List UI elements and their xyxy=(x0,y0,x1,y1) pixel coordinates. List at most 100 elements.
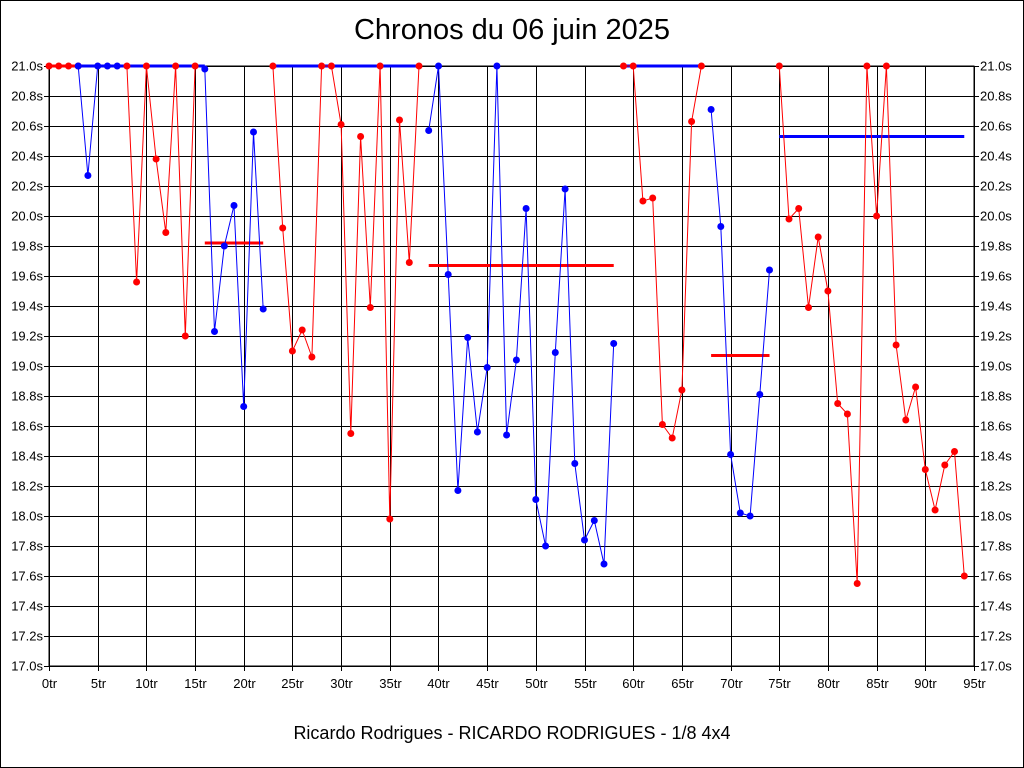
data-point xyxy=(668,434,676,442)
data-point xyxy=(211,328,218,335)
data-point xyxy=(113,62,121,70)
data-point xyxy=(473,428,481,436)
y-tick-label: 21.0s xyxy=(11,59,43,74)
y-tick-label: 17.6s xyxy=(11,569,43,584)
data-point xyxy=(571,460,579,467)
data-point xyxy=(902,416,910,424)
data-point xyxy=(269,62,277,70)
y-tick-label: 19.2s xyxy=(11,329,43,344)
x-tick-label: 60tr xyxy=(622,676,645,691)
data-point xyxy=(376,62,384,70)
data-point xyxy=(658,421,666,428)
data-point xyxy=(142,62,150,70)
data-point xyxy=(814,233,822,241)
series-line xyxy=(77,65,118,176)
data-point xyxy=(464,334,472,341)
data-point xyxy=(892,341,900,349)
data-point xyxy=(610,340,618,347)
data-point xyxy=(279,224,287,232)
series-line xyxy=(204,68,264,407)
x-tick-label: 50tr xyxy=(525,676,548,691)
x-tick-label: 45tr xyxy=(476,676,499,691)
x-tick-label: 85tr xyxy=(866,676,889,691)
data-point xyxy=(707,106,715,113)
y-tick-label: 17.6s xyxy=(980,569,1012,584)
x-tick-label: 95tr xyxy=(963,676,986,691)
y-tick-label: 19.8s xyxy=(980,239,1012,254)
y-tick-label: 18.6s xyxy=(11,419,43,434)
data-point xyxy=(308,353,316,361)
data-point xyxy=(717,223,725,230)
data-point xyxy=(181,332,189,340)
data-point xyxy=(74,62,82,70)
data-point xyxy=(337,121,345,128)
data-point xyxy=(542,542,550,550)
data-point xyxy=(639,197,647,205)
y-tick-label: 17.0s xyxy=(980,659,1012,674)
data-point xyxy=(454,487,462,494)
y-tick-label: 21.0s xyxy=(980,59,1012,74)
data-point xyxy=(756,391,764,398)
y-tick-label: 17.0s xyxy=(11,659,43,674)
data-point xyxy=(834,400,842,407)
x-tick-label: 35tr xyxy=(379,676,402,691)
chart-footer: Ricardo Rodrigues - RICARDO RODRIGUES - … xyxy=(293,723,731,743)
x-tick-label: 25tr xyxy=(281,676,304,691)
y-tick-label: 17.8s xyxy=(980,539,1012,554)
x-tick-label: 65tr xyxy=(671,676,694,691)
x-tick-label: 75tr xyxy=(768,676,791,691)
data-point xyxy=(863,62,871,70)
y-tick-label: 18.4s xyxy=(11,449,43,464)
series-line xyxy=(710,109,770,517)
data-point xyxy=(960,572,968,580)
y-tick-label: 19.0s xyxy=(980,359,1012,374)
data-point xyxy=(288,347,296,355)
data-point xyxy=(65,62,72,70)
x-axis: 0tr 5tr 10tr 15tr 20tr 25tr 30tr 35tr 40tr 45tr 50… xyxy=(42,676,986,691)
y-tick-label: 19.4s xyxy=(980,299,1012,314)
data-point xyxy=(678,386,686,394)
y-tick-label: 20.0s xyxy=(980,209,1012,224)
x-tick-label: 90tr xyxy=(914,676,937,691)
data-point xyxy=(84,172,92,179)
data-point xyxy=(941,461,949,469)
data-point xyxy=(620,62,627,70)
series-line xyxy=(778,65,965,584)
data-point xyxy=(581,536,588,544)
data-point xyxy=(688,118,696,125)
y-tick-label: 20.8s xyxy=(11,89,43,104)
data-point xyxy=(172,62,180,70)
data-point xyxy=(103,62,111,70)
y-tick-label: 17.4s xyxy=(11,599,43,614)
x-tick-label: 40tr xyxy=(427,676,450,691)
data-point xyxy=(435,62,442,70)
x-tick-label: 30tr xyxy=(330,676,353,691)
y-tick-label: 20.2s xyxy=(980,179,1012,194)
data-point xyxy=(503,431,511,439)
data-point xyxy=(240,403,248,410)
y-tick-label: 20.8s xyxy=(980,89,1012,104)
data-point xyxy=(259,305,267,313)
y-tick-label: 19.0s xyxy=(11,359,43,374)
data-point xyxy=(512,356,520,364)
data-point xyxy=(921,466,929,473)
y-axis-right: 17.0s 17.2s 17.4s 17.6s 17.8s 18.0s 18.2s 18.4s… xyxy=(980,59,1012,674)
data-point xyxy=(931,506,939,514)
y-tick-label: 18.8s xyxy=(980,389,1012,404)
y-tick-label: 18.6s xyxy=(980,419,1012,434)
data-point xyxy=(522,205,530,212)
data-point xyxy=(493,62,501,70)
data-point xyxy=(590,517,598,524)
data-point xyxy=(133,278,141,286)
data-point xyxy=(766,266,773,274)
data-point xyxy=(405,259,413,266)
y-tick-label: 17.2s xyxy=(980,629,1012,644)
data-point xyxy=(415,62,423,70)
x-tick-label: 80tr xyxy=(817,676,840,691)
data-point xyxy=(347,430,355,437)
y-axis-left: 17.0s 17.2s 17.4s 17.6s 17.8s 18.0s 18.2s 18.4s… xyxy=(11,59,43,674)
y-tick-label: 20.2s xyxy=(11,179,43,194)
data-point xyxy=(318,62,326,70)
data-point xyxy=(736,509,744,517)
